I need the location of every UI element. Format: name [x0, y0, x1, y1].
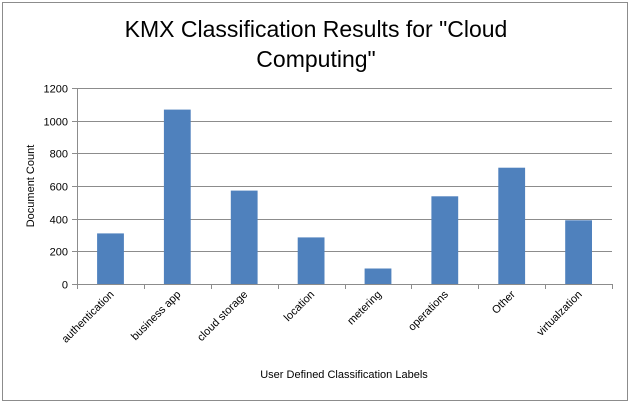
- x-tick-label: Other: [490, 288, 518, 316]
- bar-cloud-storage: [230, 190, 258, 284]
- y-tick-label: 400: [50, 215, 68, 227]
- bar-other: [498, 167, 526, 284]
- bar-business-app: [163, 109, 191, 284]
- gridlines: [77, 88, 612, 252]
- y-tick-label: 800: [50, 149, 68, 161]
- chart-title-line-1: KMX Classification Results for "Cloud: [125, 16, 508, 42]
- bar-metering: [364, 268, 392, 284]
- y-tick-label: 0: [62, 280, 68, 292]
- x-tick-label: authentication: [60, 289, 117, 346]
- y-axis-title: Document Count: [25, 145, 37, 228]
- x-axis-title: User Defined Classification Labels: [260, 369, 428, 381]
- bar-authentication: [97, 233, 124, 284]
- bar-virtualzation: [565, 220, 592, 284]
- y-tick-label: 1200: [44, 84, 68, 96]
- x-tick-label: cloud storage: [195, 289, 250, 344]
- y-tick-label: 1000: [44, 117, 68, 129]
- y-tick-label: 600: [50, 182, 68, 194]
- x-tick-label: location: [282, 289, 317, 324]
- bar-location: [297, 237, 325, 284]
- bar-operations: [431, 196, 459, 284]
- axes: [72, 88, 613, 289]
- y-tick-label: 200: [50, 247, 68, 259]
- x-tick-labels: authentication business app cloud storage l…: [60, 288, 585, 345]
- bar-series: [97, 109, 592, 284]
- chart-title-line-2: Computing": [256, 46, 375, 72]
- x-tick-label: metering: [345, 289, 384, 328]
- y-tick-labels: 0 200 400 600 800 1000 1200: [44, 84, 68, 292]
- x-tick-label: business app: [129, 289, 183, 343]
- x-tick-label: operations: [406, 288, 451, 333]
- x-tick-label: virtualzation: [535, 289, 585, 339]
